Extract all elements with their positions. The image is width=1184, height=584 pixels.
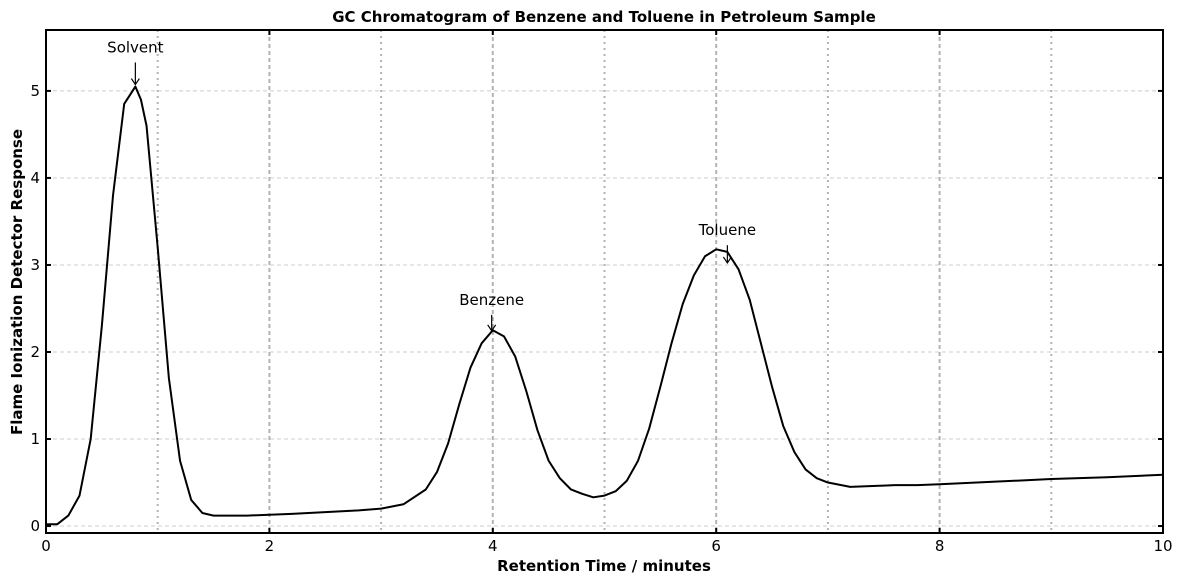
peak-label: Benzene <box>459 291 524 309</box>
y-tick-label: 1 <box>30 430 40 448</box>
y-tick-label: 0 <box>30 517 40 535</box>
ticks-layer: 0 2 4 6 8 10 0 1 2 3 4 5 <box>30 30 1173 555</box>
peak-arrow-head <box>722 256 732 265</box>
plot-frame <box>45 29 1164 534</box>
x-tick-label: 10 <box>1153 537 1172 555</box>
peak-label: Solvent <box>107 38 163 56</box>
peak-arrow-head <box>130 78 140 86</box>
series-layer <box>46 85 1164 526</box>
x-tick-label: 4 <box>488 537 498 555</box>
chart-title: GC Chromatogram of Benzene and Toluene i… <box>332 8 876 26</box>
y-axis-label: Flame Ionization Detector Response <box>8 129 26 435</box>
x-tick-label: 2 <box>265 537 275 555</box>
x-tick-label: 8 <box>935 537 945 555</box>
y-tick-label: 4 <box>30 169 40 187</box>
y-tick-label: 5 <box>30 82 40 100</box>
x-tick-label: 0 <box>41 537 51 555</box>
x-tick-label: 6 <box>711 537 721 555</box>
chromatogram-trace <box>46 85 1164 526</box>
x-axis-label: Retention Time / minutes <box>497 557 711 575</box>
y-tick-label: 2 <box>30 343 40 361</box>
annotation-layer: Solvent Benzene Toluene <box>107 38 756 332</box>
peak-arrow-head <box>487 324 497 332</box>
y-tick-label: 3 <box>30 256 40 274</box>
peak-label: Toluene <box>698 221 756 239</box>
